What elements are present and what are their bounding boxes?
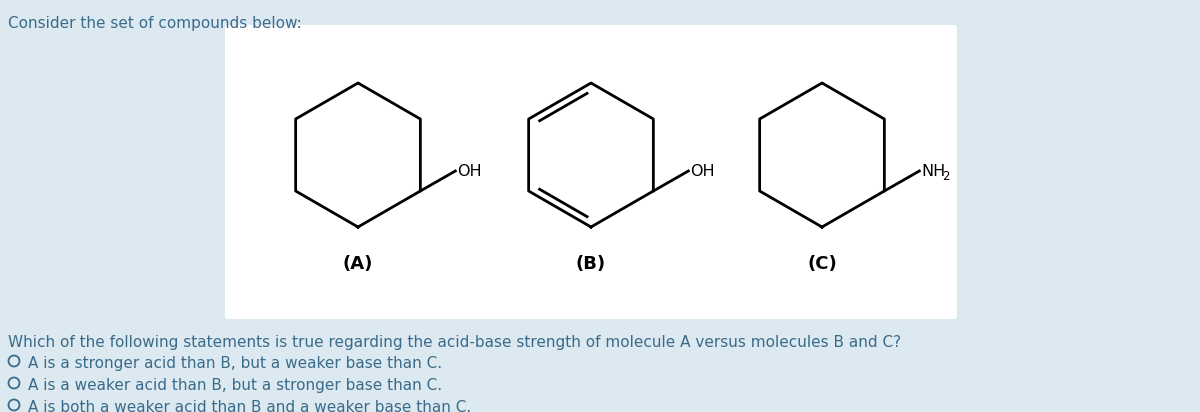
Text: A is both a weaker acid than B and a weaker base than C.: A is both a weaker acid than B and a wea… [28,400,472,412]
FancyBboxPatch shape [226,25,958,319]
Text: 2: 2 [942,169,950,183]
Text: (B): (B) [576,255,606,273]
Text: NH: NH [922,164,946,178]
Text: A is a weaker acid than B, but a stronger base than C.: A is a weaker acid than B, but a stronge… [28,378,442,393]
Text: OH: OH [457,164,482,178]
Text: (A): (A) [343,255,373,273]
Text: A is a stronger acid than B, but a weaker base than C.: A is a stronger acid than B, but a weake… [28,356,442,371]
Text: (C): (C) [808,255,836,273]
Text: Consider the set of compounds below:: Consider the set of compounds below: [8,16,301,31]
Text: Which of the following statements is true regarding the acid-base strength of mo: Which of the following statements is tru… [8,335,901,350]
Text: OH: OH [690,164,715,178]
